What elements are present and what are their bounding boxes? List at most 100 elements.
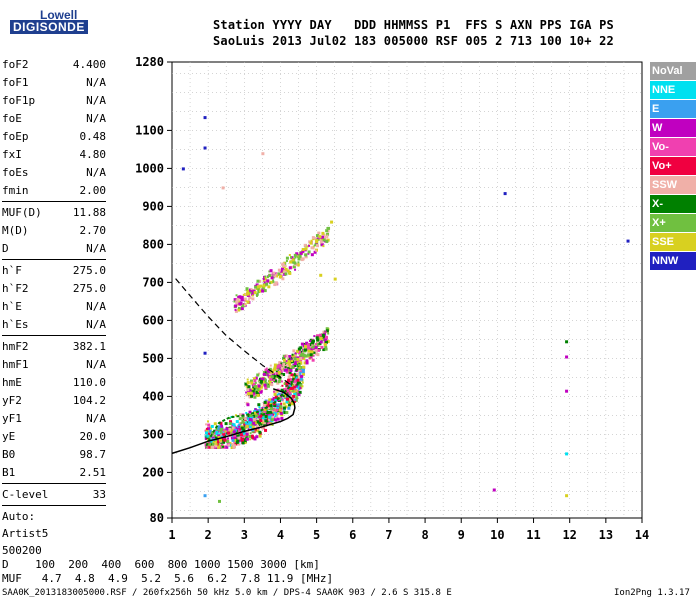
echo-point [215,440,218,443]
echo-point [300,374,304,378]
echo-point [292,375,296,379]
echo-point [273,368,277,372]
echo-point [242,431,246,435]
echo-point [215,428,219,432]
echo-point [257,415,260,418]
echo-point [258,413,262,417]
echo-point [266,373,269,376]
echo-point [316,244,320,248]
echo-point [276,412,279,415]
echo-point [311,339,315,343]
param-label: h`F2 [2,282,29,295]
isolated-echo [565,494,569,498]
param-row: B0 98.7 [2,446,106,464]
echo-point [275,372,279,376]
param-value: 2.70 [79,224,107,237]
param-label: foEp [2,130,29,143]
echo-point [249,388,253,392]
echo-point [232,432,235,435]
echo-point [226,429,230,433]
isolated-echo [181,167,185,171]
echo-point [290,402,294,406]
echo-point [206,420,209,423]
echo-point [264,381,268,385]
echo-point [278,367,282,371]
echo-point [295,392,299,396]
scaled-parameters-panel: foF2 4.400 foF1 N/A foF1p N/A foE N/A foEp 0.48 fx… [2,56,106,559]
echo-point [273,403,277,407]
echo-point [273,283,277,287]
echo-point [259,419,263,423]
echo-point [205,423,208,426]
echo-point [266,276,269,279]
echo-point [297,375,301,379]
echo-point [229,417,232,420]
echo-point [206,427,210,431]
echo-point [304,247,308,251]
param-value: N/A [86,412,106,425]
param-label: foF1p [2,94,36,107]
param-label: B1 [2,466,16,479]
echo-point [244,435,248,439]
legend-entry: X+ [650,214,696,232]
echo-point [242,303,245,306]
param-row: hmF2 382.1 [2,338,106,356]
echo-point [262,279,265,282]
echo-point [277,268,281,272]
echo-point [293,261,297,265]
echo-point [298,254,302,258]
echo-point [232,430,236,434]
echo-point [210,445,214,449]
isolated-echo [565,452,569,456]
x-tick-label: 6 [349,528,356,542]
echo-point [280,402,283,405]
echo-point [290,380,293,383]
echo-point [264,428,268,432]
echo-point [245,391,248,394]
param-value: 4.80 [79,148,107,161]
echo-point [305,254,308,257]
echo-point [262,383,265,386]
echo-point [306,353,310,357]
echo-point [236,297,240,301]
echo-point [269,410,273,414]
echo-point [277,395,280,398]
echo-point [296,378,300,382]
echo-point [236,434,240,438]
echo-point [227,437,230,440]
echo-point [292,354,296,358]
echo-point [236,427,240,431]
param-label: D [2,242,9,255]
echo-point [285,383,289,387]
echo-point [289,378,293,382]
echo-point [280,366,284,370]
echo-point [237,308,241,312]
echo-point [277,380,281,384]
echo-point [289,356,293,360]
echo-point [255,390,259,394]
echo-point [262,372,266,376]
echo-point [316,343,320,347]
echo-point [258,406,261,409]
x-tick-label: 14 [635,528,649,542]
echo-point [280,416,284,420]
echo-point [268,274,272,278]
echo-point [324,235,327,238]
echo-point [282,406,286,410]
echo-point [229,420,233,424]
echo-point [234,414,237,417]
echo-point [244,437,247,440]
echo-point [207,432,211,436]
echo-point [220,441,224,445]
echo-point [262,370,266,374]
echo-point [302,365,306,369]
isolated-echo [319,273,323,277]
echo-point [215,436,218,439]
echo-point [292,390,295,393]
echo-point [293,379,297,383]
param-row: MUF(D) 11.88 [2,204,106,222]
echo-point [278,408,282,412]
echo-point [268,376,272,380]
isolated-echo [492,488,496,492]
echo-point [257,384,261,388]
